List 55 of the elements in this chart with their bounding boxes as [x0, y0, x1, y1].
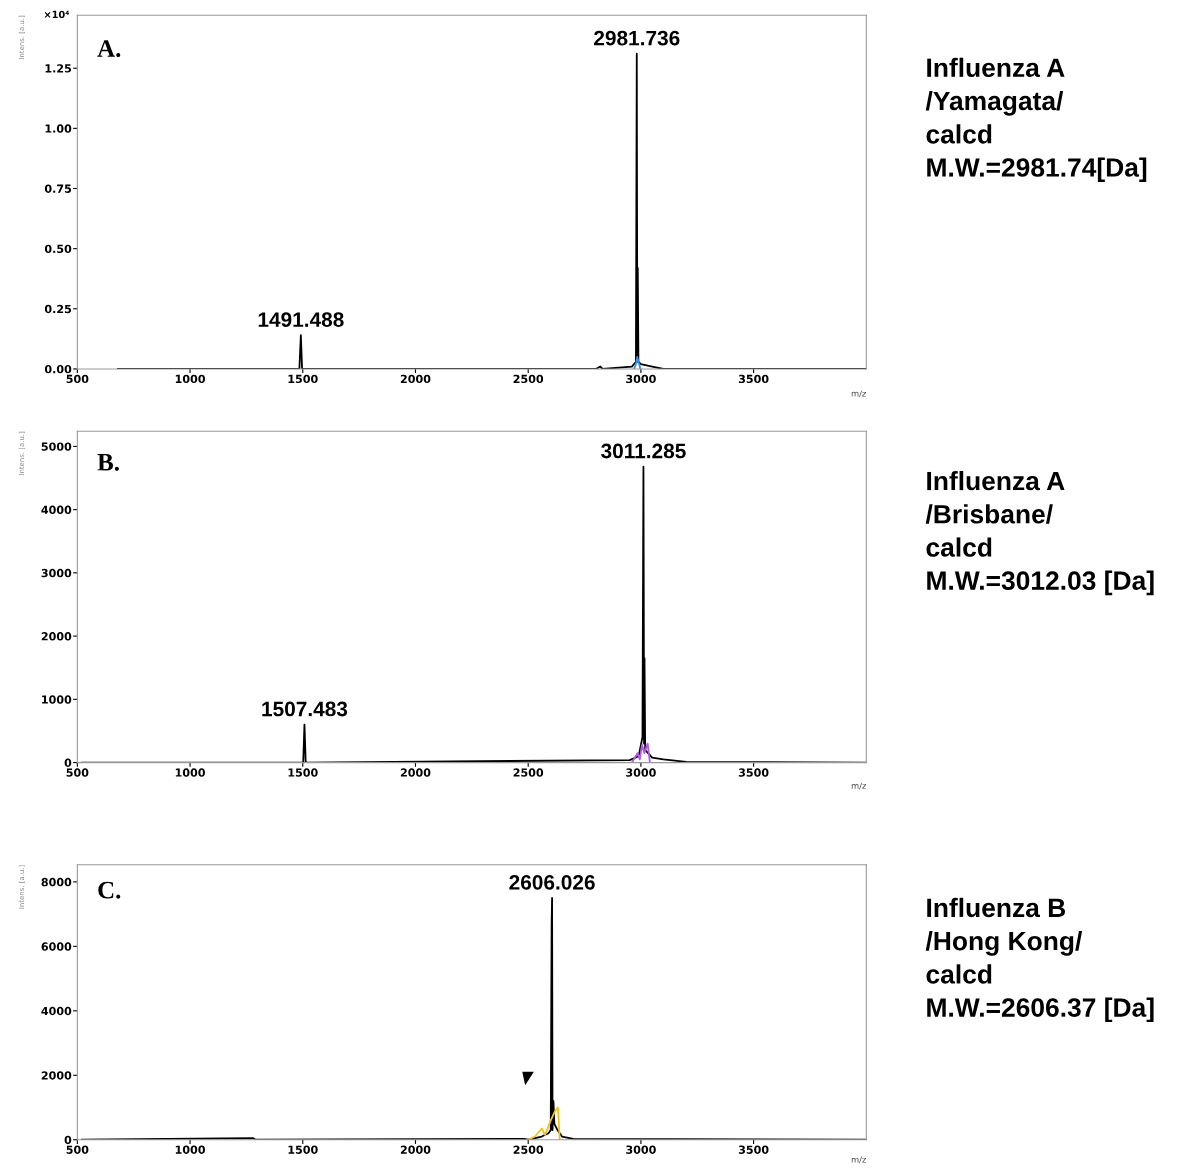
y-tick-label: 0.75: [44, 184, 72, 193]
x-tick-label: 3000: [626, 768, 656, 777]
y-tick-label: 2000: [41, 632, 72, 641]
x-tick-label: 2500: [513, 1145, 544, 1154]
annotation: 2606.026: [509, 874, 595, 890]
x-axis-title: m/z: [851, 782, 866, 790]
annotation: 3011.285: [601, 443, 686, 459]
x-tick-label: 3000: [626, 374, 656, 384]
x-tick-label: 2500: [513, 768, 544, 777]
line-series: [527, 1106, 561, 1140]
x-tick-label: 2000: [400, 374, 431, 384]
annotation: 1507.483: [262, 701, 348, 717]
x-tick-label: 1500: [288, 374, 318, 384]
text: Influenza B /Hong Kong/ calcd M.W.=2606.37 [Da]: [925, 897, 1154, 1023]
y-tick-label: 3000: [41, 568, 72, 578]
x-tick-label: 1500: [288, 768, 318, 777]
y-tick-label: 1.25: [45, 64, 72, 73]
text: ×10⁴: [44, 10, 70, 19]
x-tick-label: 2500: [513, 374, 544, 384]
y-tick-label: 1000: [42, 695, 72, 704]
y-tick-label: 1.00: [45, 124, 72, 133]
x-tick-label: 500: [66, 374, 89, 384]
text: C.: [98, 881, 121, 899]
text: B.: [97, 454, 119, 471]
annotation: 1491.488: [258, 312, 344, 327]
x-tick-label: 3500: [738, 374, 769, 384]
text: A.: [97, 40, 121, 58]
x-axis-title: m/z: [851, 390, 866, 398]
x-tick-label: 500: [66, 768, 89, 777]
x-tick-label: 2000: [400, 768, 431, 777]
x-tick-label: 1000: [175, 768, 205, 777]
y-tick-label: 0: [64, 1135, 72, 1145]
y-tick-label: 8000: [41, 877, 72, 887]
y-tick-label: 4000: [41, 1006, 72, 1016]
text: Influenza A /Brisbane/ calcd M.W.=3012.03 [Da]: [925, 470, 1154, 596]
y-tick-label: 4000: [41, 505, 72, 515]
y-tick-label: 0: [64, 758, 72, 767]
x-tick-label: 3000: [626, 1145, 656, 1154]
y-tick-label: 0.50: [44, 244, 72, 254]
y-tick-label: 0.00: [44, 364, 72, 374]
y-tick-label: 5000: [41, 442, 72, 451]
line-series: [630, 742, 651, 763]
y-tick-label: 2000: [41, 1071, 72, 1080]
x-tick-label: 500: [66, 1145, 89, 1154]
text: Influenza A /Yamagata/ calcd M.W.=2981.74[Da]: [925, 57, 1147, 183]
x-tick-label: 1500: [288, 1145, 318, 1154]
y-tick-label: 0.25: [44, 304, 72, 314]
x-tick-label: 3500: [738, 768, 769, 777]
annotation: 2981.736: [594, 30, 680, 46]
x-tick-label: 3500: [738, 1145, 769, 1154]
x-tick-label: 2000: [400, 1145, 431, 1154]
x-tick-label: 1000: [175, 1145, 205, 1154]
x-tick-label: 1000: [175, 374, 205, 384]
x-axis-title: m/z: [851, 1156, 866, 1164]
y-tick-label: 6000: [41, 942, 72, 951]
